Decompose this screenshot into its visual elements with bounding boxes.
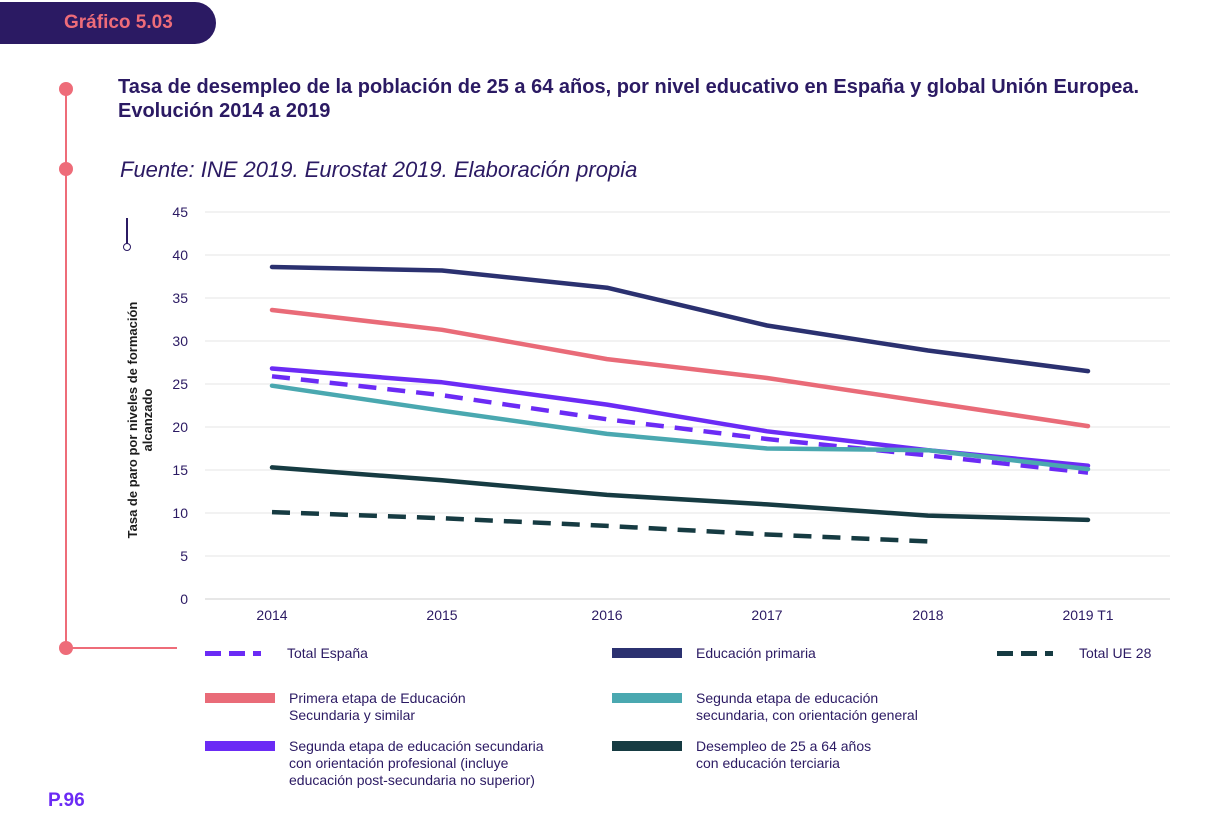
- y-tick-label: 45: [172, 204, 188, 220]
- legend-swatch: [205, 693, 275, 703]
- legend-label: Desempleo de 25 a 64 años con educación …: [696, 738, 872, 771]
- legend-swatch: [205, 741, 275, 751]
- legend-item: Segunda etapa de educación secundaria, c…: [612, 690, 918, 724]
- series-line: [269, 465, 1091, 523]
- axis-pin-line: [126, 218, 128, 246]
- y-tick-label: 20: [172, 419, 188, 435]
- y-tick-label: 35: [172, 290, 188, 306]
- timeline-line: [65, 88, 67, 648]
- timeline-dot-source: [59, 162, 73, 176]
- legend-swatch: [997, 651, 1053, 656]
- legend-label: Total UE 28: [1079, 645, 1152, 661]
- y-tick-label: 15: [172, 462, 188, 478]
- timeline-dot-end: [59, 641, 73, 655]
- series-line: [269, 264, 1091, 374]
- timeline-dot-title: [59, 82, 73, 96]
- legend-swatch: [612, 741, 682, 751]
- legend-swatch: [612, 693, 682, 703]
- legend-label: Educación primaria: [696, 645, 816, 661]
- series-line: [269, 366, 1091, 468]
- series-line: [269, 383, 1091, 472]
- chart-source: Fuente: INE 2019. Eurostat 2019. Elabora…: [120, 157, 638, 182]
- x-tick-label: 2017: [751, 607, 782, 623]
- legend-item: Desempleo de 25 a 64 años con educación …: [612, 738, 871, 772]
- legend-item: Segunda etapa de educación secundaria co…: [205, 738, 544, 789]
- legend-swatch: [612, 648, 682, 658]
- legend-label: Total España: [287, 645, 368, 661]
- timeline-foot-line: [65, 647, 177, 649]
- series-line: [271, 374, 1089, 475]
- page-number: P.96: [48, 790, 85, 811]
- legend-item: Total UE 28: [997, 645, 1151, 662]
- legend-item: Educación primaria: [612, 645, 816, 662]
- x-tick-label: 2014: [256, 607, 287, 623]
- legend-label: Segunda etapa de educación secundaria co…: [289, 738, 544, 788]
- y-tick-label: 5: [180, 548, 188, 564]
- legend-label: Primera etapa de Educación Secundaria y …: [289, 690, 466, 723]
- series-line: [269, 307, 1091, 429]
- y-tick-label: 0: [180, 591, 188, 607]
- legend-item: Total España: [205, 645, 368, 662]
- axis-pin-dot: [123, 243, 131, 251]
- legend-item: Primera etapa de Educación Secundaria y …: [205, 690, 466, 724]
- legend-swatch: [205, 651, 261, 656]
- x-tick-label: 2016: [591, 607, 622, 623]
- y-tick-label: 40: [172, 247, 188, 263]
- series-line: [271, 509, 929, 544]
- chart-title: Tasa de desempleo de la población de 25 …: [118, 76, 1140, 122]
- y-tick-label: 10: [172, 505, 188, 521]
- y-tick-label: 25: [172, 376, 188, 392]
- y-tick-label: 30: [172, 333, 188, 349]
- chart-number-tab: Gráfico 5.03: [0, 2, 216, 44]
- chart-number-label: Gráfico 5.03: [64, 12, 173, 33]
- x-tick-label: 2018: [912, 607, 943, 623]
- x-tick-label: 2019 T1: [1062, 607, 1113, 623]
- x-tick-label: 2015: [426, 607, 457, 623]
- legend-label: Segunda etapa de educación secundaria, c…: [696, 690, 918, 723]
